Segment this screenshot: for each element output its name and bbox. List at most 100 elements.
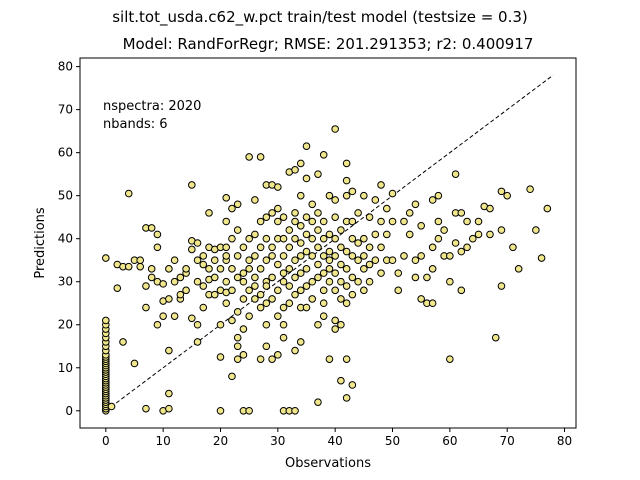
data-point bbox=[233, 308, 242, 316]
data-point bbox=[331, 196, 339, 204]
data-point bbox=[342, 355, 351, 363]
data-point bbox=[222, 243, 231, 252]
data-point bbox=[319, 269, 328, 277]
data-point bbox=[142, 404, 150, 413]
data-point bbox=[251, 273, 259, 282]
data-point bbox=[365, 243, 374, 252]
data-point bbox=[348, 187, 357, 196]
data-point bbox=[216, 353, 225, 361]
data-point bbox=[296, 252, 305, 260]
data-point bbox=[446, 252, 454, 260]
data-point bbox=[337, 260, 345, 269]
data-point bbox=[377, 269, 385, 277]
data-point bbox=[262, 256, 271, 265]
data-point bbox=[153, 243, 162, 252]
y-tick-label: 10 bbox=[58, 361, 73, 375]
data-point bbox=[302, 213, 311, 221]
data-point bbox=[354, 209, 362, 217]
data-point bbox=[222, 299, 231, 308]
data-point bbox=[463, 243, 471, 252]
data-point bbox=[233, 200, 242, 209]
data-point bbox=[319, 217, 328, 226]
data-point bbox=[239, 269, 248, 277]
data-point bbox=[428, 299, 437, 308]
data-point bbox=[239, 277, 248, 286]
data-point bbox=[274, 204, 282, 213]
data-point bbox=[314, 398, 322, 406]
data-point bbox=[497, 187, 506, 196]
data-point bbox=[188, 181, 196, 189]
data-point bbox=[325, 355, 334, 363]
data-point bbox=[262, 282, 271, 290]
data-point bbox=[233, 333, 242, 342]
y-tick-label: 60 bbox=[58, 146, 73, 160]
data-point bbox=[457, 209, 466, 217]
data-point bbox=[124, 189, 133, 198]
data-point bbox=[319, 151, 328, 159]
data-point bbox=[451, 239, 460, 247]
data-point bbox=[348, 234, 357, 243]
data-point bbox=[279, 213, 288, 221]
y-tick-label: 50 bbox=[58, 189, 73, 203]
data-point bbox=[210, 290, 219, 299]
data-point bbox=[337, 243, 345, 252]
data-point bbox=[423, 273, 431, 282]
data-point bbox=[319, 299, 328, 308]
data-point bbox=[325, 277, 334, 286]
data-point bbox=[245, 406, 253, 415]
data-point bbox=[199, 260, 208, 269]
data-point bbox=[308, 217, 317, 226]
data-point bbox=[296, 239, 305, 247]
data-point bbox=[251, 252, 259, 260]
data-point bbox=[262, 320, 271, 329]
data-point bbox=[262, 342, 271, 351]
data-point bbox=[509, 243, 517, 252]
data-point bbox=[268, 295, 276, 303]
x-tick-label: 20 bbox=[213, 434, 228, 448]
data-point bbox=[468, 234, 477, 243]
data-point bbox=[216, 406, 225, 415]
data-point bbox=[102, 316, 110, 325]
data-point bbox=[291, 217, 299, 226]
data-point bbox=[319, 312, 328, 320]
data-point bbox=[337, 277, 345, 286]
data-point bbox=[205, 265, 213, 273]
data-point bbox=[302, 265, 311, 273]
data-point bbox=[371, 230, 380, 239]
data-point bbox=[193, 256, 202, 265]
data-point bbox=[457, 286, 466, 295]
x-tick-label: 50 bbox=[385, 434, 400, 448]
data-point bbox=[291, 166, 299, 174]
y-axis-label: Predictions bbox=[33, 207, 48, 279]
data-point bbox=[170, 277, 179, 286]
data-point bbox=[296, 191, 305, 200]
data-point bbox=[440, 226, 448, 234]
data-point bbox=[382, 230, 391, 239]
data-point bbox=[274, 312, 282, 320]
data-point bbox=[371, 256, 380, 265]
data-point bbox=[342, 282, 351, 290]
data-point bbox=[296, 221, 305, 230]
data-point bbox=[308, 234, 317, 243]
data-point bbox=[228, 204, 236, 213]
data-point bbox=[228, 316, 236, 325]
data-point bbox=[405, 230, 414, 239]
data-point bbox=[239, 351, 248, 359]
y-tick-label: 0 bbox=[65, 404, 73, 418]
data-point bbox=[497, 282, 506, 290]
data-point bbox=[193, 239, 202, 247]
data-point bbox=[417, 252, 425, 260]
x-tick-label: 60 bbox=[442, 434, 457, 448]
data-point bbox=[210, 256, 219, 265]
data-point bbox=[503, 191, 511, 200]
data-point bbox=[417, 221, 425, 230]
data-point bbox=[514, 265, 523, 273]
data-point bbox=[256, 355, 265, 363]
data-point bbox=[325, 191, 334, 200]
identity-reference-line bbox=[105, 74, 554, 412]
data-point bbox=[107, 402, 116, 411]
data-point bbox=[268, 273, 276, 282]
figure-suptitle: silt.tot_usda.c62_w.pct train/test model… bbox=[112, 8, 528, 27]
data-point bbox=[216, 320, 225, 329]
